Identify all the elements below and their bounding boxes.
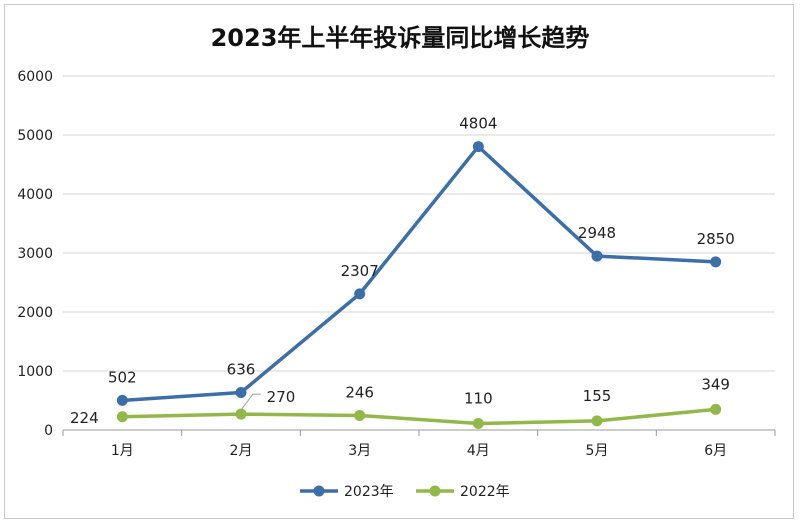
data-label: 502: [108, 368, 137, 386]
series-line-1: [122, 144, 716, 403]
x-tick-label: 1月: [111, 443, 134, 459]
chart-frame: [4, 4, 794, 519]
data-label: 110: [464, 390, 493, 408]
y-tick-label: 2000: [17, 305, 53, 321]
data-label: 246: [345, 383, 374, 401]
data-point: [116, 411, 128, 423]
data-label: 349: [701, 375, 730, 393]
x-tick-label: 2月: [230, 443, 253, 459]
legend-label: 2023年: [344, 484, 394, 500]
data-label: 2850: [697, 230, 735, 248]
legend-label: 2022年: [460, 484, 510, 500]
data-label: 636: [227, 360, 256, 378]
y-tick-label: 0: [44, 423, 53, 439]
legend-swatch-marker: [429, 485, 441, 497]
data-point: [472, 141, 484, 153]
y-tick-label: 3000: [17, 246, 53, 262]
x-tick-label: 3月: [348, 443, 371, 459]
data-point: [354, 409, 366, 421]
data-point: [710, 256, 722, 268]
data-label: 155: [583, 387, 612, 405]
data-label: 2948: [578, 224, 616, 242]
data-point: [116, 394, 128, 406]
data-label: 270: [267, 388, 296, 406]
data-label: 224: [70, 409, 99, 427]
data-label: 4804: [459, 115, 497, 133]
data-label: 2307: [341, 262, 379, 280]
data-point: [472, 418, 484, 430]
data-point: [354, 288, 366, 300]
y-tick-label: 4000: [17, 187, 53, 203]
data-point: [235, 386, 247, 398]
y-tick-label: 1000: [17, 364, 53, 380]
data-point: [591, 250, 603, 262]
x-tick-label: 6月: [704, 443, 727, 459]
series-line-2: [122, 407, 716, 426]
chart-title: 2023年上半年投诉量同比增长趋势: [210, 24, 590, 52]
x-tick-label: 5月: [586, 443, 609, 459]
y-tick-label: 5000: [17, 128, 53, 144]
data-point: [591, 415, 603, 427]
legend-swatch-marker: [313, 485, 325, 497]
data-point: [710, 403, 722, 415]
leader-line: [240, 393, 261, 411]
x-tick-label: 4月: [467, 443, 490, 459]
data-point: [235, 408, 247, 420]
y-tick-label: 6000: [17, 69, 53, 85]
